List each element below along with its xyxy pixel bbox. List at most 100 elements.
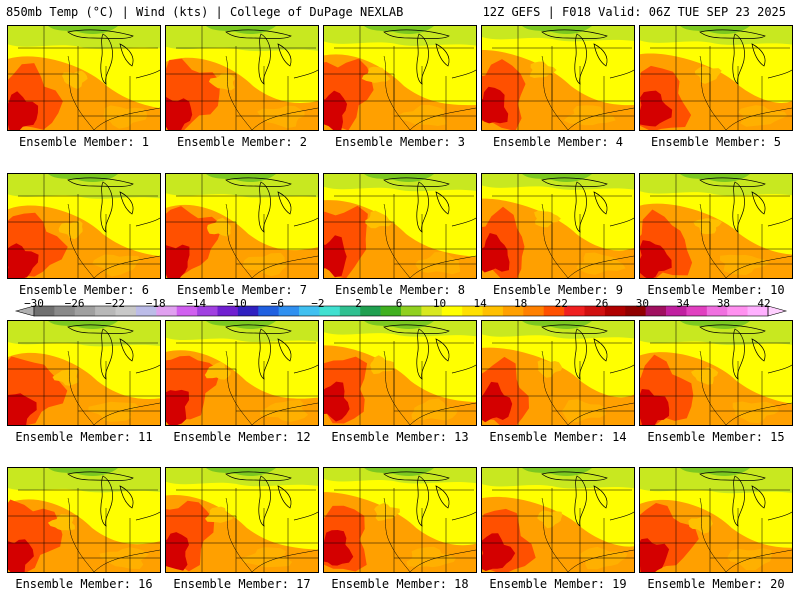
temperature-field xyxy=(482,321,634,425)
colorbar-swatch xyxy=(441,306,463,316)
lake-michigan-outline xyxy=(258,181,271,233)
river-line xyxy=(225,350,253,425)
ensemble-member-map xyxy=(165,467,319,573)
ensemble-member-map xyxy=(481,25,635,131)
hot-core xyxy=(324,235,347,278)
colorbar-swatch xyxy=(74,306,96,316)
colorbar-swatch xyxy=(135,306,157,316)
ensemble-member-label: Ensemble Member: 2 xyxy=(176,135,308,149)
ensemble-member-label: Ensemble Member: 19 xyxy=(489,577,627,591)
colorbar-tick-label: −14 xyxy=(186,297,207,310)
ensemble-member-label: Ensemble Member: 4 xyxy=(492,135,624,149)
colorbar-swatch xyxy=(421,306,443,316)
lake-erie-outline xyxy=(767,364,792,374)
river-line xyxy=(67,55,95,130)
warm-patch xyxy=(204,361,231,380)
lake-superior-outline xyxy=(225,177,292,187)
river-line xyxy=(251,402,318,425)
colorbar-swatch xyxy=(543,306,565,316)
temperature-field xyxy=(324,26,476,130)
warm-patch xyxy=(207,217,231,237)
ensemble-member-label: Ensemble Member: 15 xyxy=(647,430,785,444)
temperature-field xyxy=(324,468,476,572)
lake-michigan-outline xyxy=(100,181,113,233)
lake-huron-outline xyxy=(435,338,450,362)
lake-erie-outline xyxy=(135,217,160,227)
colorbar-swatch xyxy=(380,306,402,316)
river-line xyxy=(251,255,318,278)
lake-erie-outline xyxy=(451,511,476,521)
river-line xyxy=(409,255,476,278)
cool-band xyxy=(324,468,476,484)
colorbar-swatch xyxy=(176,306,198,316)
colorbar-outline xyxy=(33,305,769,317)
lake-erie-outline xyxy=(135,69,160,79)
hot-core xyxy=(166,532,189,571)
warm-patch xyxy=(361,66,391,83)
river-line xyxy=(567,549,634,572)
lake-superior-outline xyxy=(541,29,608,39)
ensemble-member-label: Ensemble Member: 6 xyxy=(18,283,150,297)
ensemble-member-map xyxy=(481,467,635,573)
hot-core xyxy=(640,240,672,278)
lake-michigan-outline xyxy=(416,33,429,85)
lake-superior-outline xyxy=(699,177,766,187)
hot-core xyxy=(482,381,513,423)
lake-huron-outline xyxy=(435,43,450,67)
lake-superior-outline xyxy=(699,471,766,481)
warm-patch xyxy=(208,72,235,91)
warm-patch xyxy=(47,514,75,531)
lake-erie-outline xyxy=(135,364,160,374)
colorbar-tick-label: −6 xyxy=(270,297,284,310)
lake-erie-outline xyxy=(293,364,318,374)
river-line xyxy=(93,549,160,572)
lake-huron-outline xyxy=(277,191,292,215)
colorbar-swatch xyxy=(462,306,483,316)
cool-band xyxy=(640,174,792,196)
warm-patch xyxy=(727,548,772,571)
lake-huron-outline xyxy=(119,43,134,67)
lake-superior-outline xyxy=(225,324,292,334)
colorbar-swatch xyxy=(237,306,259,316)
river-line xyxy=(699,203,727,278)
hot-core xyxy=(482,233,510,273)
cool-band xyxy=(640,321,792,346)
lake-huron-outline xyxy=(593,485,608,509)
colorbar-swatch xyxy=(258,306,279,316)
lake-huron-outline xyxy=(277,485,292,509)
river-line xyxy=(251,107,318,130)
lake-erie-outline xyxy=(609,217,634,227)
ensemble-member-label: Ensemble Member: 11 xyxy=(15,430,153,444)
cool-band xyxy=(482,321,634,339)
lake-michigan-outline xyxy=(732,181,745,233)
colorbar-swatch xyxy=(564,306,585,316)
cool-band xyxy=(8,468,160,493)
lake-erie-outline xyxy=(767,69,792,79)
river-line xyxy=(541,497,569,572)
ensemble-member-label: Ensemble Member: 8 xyxy=(334,283,466,297)
lake-huron-outline xyxy=(593,191,608,215)
warm-patch xyxy=(365,210,392,229)
warm-patch xyxy=(92,254,141,277)
colorbar-tick-label: −2 xyxy=(311,297,325,310)
lake-michigan-outline xyxy=(732,33,745,85)
warm-patch xyxy=(411,398,458,421)
ensemble-member-label: Ensemble Member: 9 xyxy=(492,283,624,297)
colorbar-swatch xyxy=(604,306,626,316)
temperature-field xyxy=(640,468,792,572)
lake-michigan-outline xyxy=(574,475,587,527)
colorbar-swatch xyxy=(360,306,381,316)
lake-erie-outline xyxy=(293,217,318,227)
temperature-field xyxy=(482,174,634,278)
colorbar-swatch xyxy=(625,306,646,316)
temperature-field xyxy=(640,174,792,278)
river-line xyxy=(699,497,727,572)
colorbar-tick-label: −18 xyxy=(145,297,166,310)
colorbar-swatch xyxy=(523,306,545,316)
river-line xyxy=(93,107,160,130)
river-line xyxy=(541,350,569,425)
colorbar-swatch xyxy=(482,306,504,316)
river-line xyxy=(699,350,727,425)
ensemble-member-map xyxy=(639,173,793,279)
ensemble-member-map xyxy=(639,25,793,131)
